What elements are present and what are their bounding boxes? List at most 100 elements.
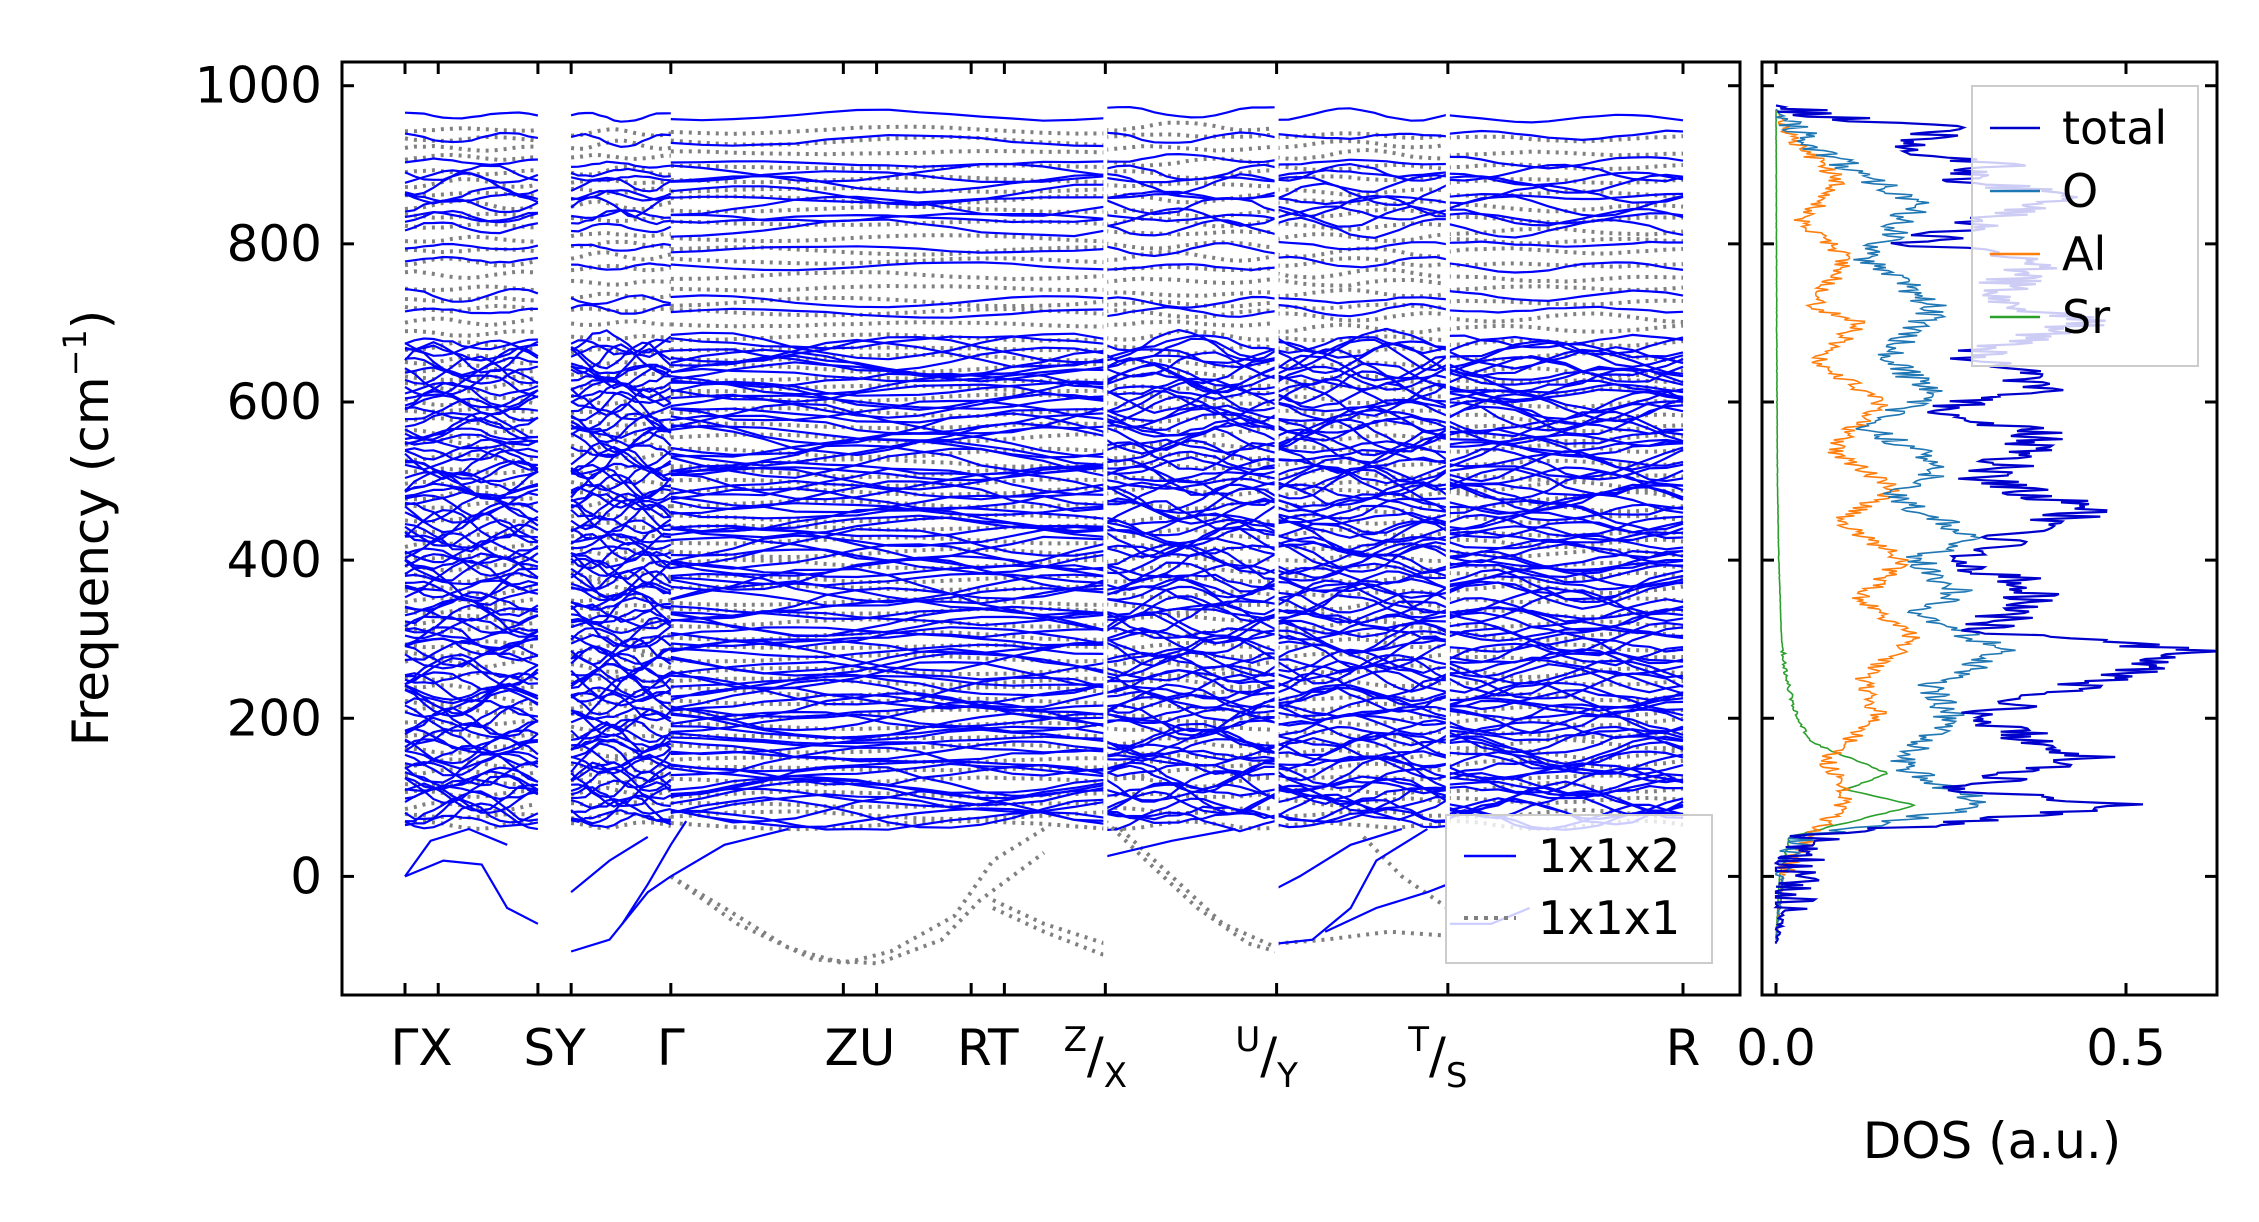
band-line-1x1x1 (1447, 177, 1684, 186)
band-line-1x1x2 (1447, 388, 1684, 413)
band-line-1x1x2 (404, 523, 539, 553)
band-line-1x1x1 (1105, 132, 1277, 139)
band-line-1x1x2 (1104, 334, 1277, 352)
band-line-1x1x1 (1447, 149, 1684, 158)
band-line-1x1x2 (1276, 365, 1449, 391)
band-line-1x1x2 (670, 218, 1106, 238)
band-line-1x1x2 (570, 338, 672, 356)
band-line-1x1x2 (1104, 404, 1277, 430)
band-line-1x1x2 (1276, 686, 1449, 707)
band-line-1x1x2 (404, 365, 539, 385)
band-line-1x1x2 (1276, 302, 1449, 318)
band-line-1x1x1 (1276, 231, 1449, 244)
soft-mode-1x1x2 (1276, 827, 1403, 890)
band-line-1x1x2 (1447, 346, 1684, 370)
soft-mode-1x1x2 (1324, 883, 1449, 933)
band-line-1x1x2 (1276, 712, 1449, 737)
band-line-1x1x1 (1105, 514, 1277, 525)
band-line-1x1x2 (1104, 427, 1277, 455)
band-line-1x1x1 (1104, 659, 1277, 671)
band-line-1x1x1 (1276, 311, 1449, 323)
band-line-1x1x2 (1276, 775, 1448, 792)
band-line-1x1x1 (1276, 221, 1449, 232)
band-line-1x1x2 (1447, 333, 1684, 349)
band-line-1x1x2 (1276, 205, 1449, 228)
band-line-1x1x2 (670, 693, 1106, 712)
band-line-1x1x2 (404, 802, 539, 831)
band-line-1x1x2 (670, 173, 1106, 194)
band-line-1x1x2 (670, 535, 1106, 562)
band-line-1x1x1 (1276, 147, 1448, 161)
band-line-1x1x2 (570, 445, 672, 474)
band-line-1x1x2 (1105, 727, 1277, 751)
band-line-1x1x1 (1105, 240, 1277, 251)
band-line-1x1x2 (1276, 597, 1449, 624)
band-line-1x1x2 (670, 674, 1106, 688)
band-line-1x1x2 (570, 402, 671, 433)
band-line-1x1x2 (670, 762, 1106, 780)
band-line-1x1x2 (404, 566, 538, 600)
band-line-1x1x2 (571, 532, 672, 551)
band-line-1x1x2 (1105, 683, 1278, 709)
band-line-1x1x2 (1105, 328, 1278, 362)
band-line-1x1x2 (1276, 513, 1449, 534)
legend-label-al: Al (2062, 227, 2106, 281)
band-line-1x1x2 (1104, 404, 1277, 423)
band-line-1x1x1 (570, 178, 672, 186)
band-line-1x1x1 (1105, 819, 1277, 831)
band-line-1x1x2 (570, 706, 672, 721)
legend-label-1x1x1: 1x1x1 (1538, 891, 1680, 945)
band-line-1x1x2 (1276, 448, 1448, 463)
band-line-1x1x2 (1276, 626, 1448, 642)
band-line-1x1x1 (1104, 460, 1277, 471)
band-line-1x1x2 (570, 608, 672, 624)
band-line-1x1x2 (404, 433, 539, 447)
band-line-1x1x2 (1447, 466, 1684, 487)
band-line-1x1x1 (404, 143, 538, 153)
band-line-1x1x2 (570, 387, 672, 417)
band-line-1x1x1 (1276, 541, 1448, 552)
band-line-1x1x2 (1105, 457, 1277, 484)
band-line-1x1x2 (670, 779, 1106, 807)
band-line-1x1x2 (1105, 422, 1277, 438)
band-line-1x1x2 (1276, 708, 1449, 722)
band-line-1x1x2 (405, 343, 539, 362)
band-line-1x1x1 (1276, 322, 1449, 335)
legend-label-o: O (2062, 164, 2098, 218)
band-line-1x1x2 (1105, 152, 1277, 164)
band-line-1x1x2 (571, 533, 671, 544)
band-line-1x1x2 (404, 728, 539, 756)
band-line-1x1x2 (1105, 722, 1277, 748)
band-line-1x1x1 (1105, 120, 1277, 133)
band-line-1x1x2 (570, 625, 672, 648)
band-line-1x1x2 (1447, 642, 1684, 667)
dispersion-legend: 1x1x2 1x1x1 (1445, 814, 1713, 964)
band-line-1x1x2 (1447, 218, 1684, 239)
band-line-1x1x2 (570, 294, 671, 306)
band-line-1x1x2 (1105, 263, 1277, 272)
band-line-1x1x2 (1447, 305, 1684, 314)
band-line-1x1x2 (404, 533, 538, 549)
dos-x-axis: 0.0 0.5 (1736, 62, 2166, 1077)
band-line-1x1x1 (570, 250, 672, 262)
band-line-1x1x2 (1447, 750, 1684, 770)
band-line-1x1x2 (1276, 348, 1449, 380)
band-line-1x1x1 (1105, 344, 1277, 357)
soft-mode-1x1x1 (1362, 835, 1449, 910)
band-line-1x1x1 (1105, 712, 1277, 724)
band-line-1x1x1 (670, 696, 1106, 707)
band-line-1x1x2 (570, 616, 672, 647)
band-line-1x1x2 (1105, 190, 1277, 200)
kpath-axis (403, 62, 1685, 995)
band-line-1x1x2 (670, 735, 1106, 748)
band-line-1x1x2 (1276, 255, 1449, 269)
band-line-1x1x1 (1447, 274, 1684, 284)
band-line-1x1x1 (1105, 250, 1278, 263)
band-line-1x1x1 (670, 676, 1106, 687)
band-line-1x1x1 (404, 328, 539, 338)
band-line-1x1x1 (1105, 180, 1277, 189)
band-line-1x1x2 (404, 337, 538, 351)
band-line-1x1x2 (1105, 797, 1277, 820)
band-line-1x1x2 (404, 221, 539, 235)
band-line-1x1x2 (1447, 728, 1684, 742)
